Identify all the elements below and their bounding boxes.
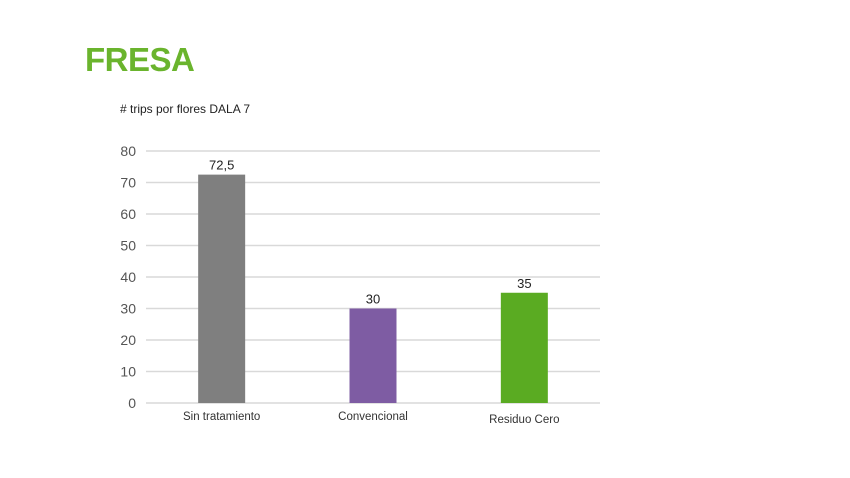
bar (500, 292, 548, 403)
bar (198, 174, 246, 403)
y-tick-label: 10 (120, 364, 136, 380)
x-tick-label: Sin tratamiento (183, 411, 260, 423)
chart-title: # trips por flores DALA 7 (120, 102, 251, 116)
data-label: 72,5 (209, 158, 234, 173)
data-label: 35 (517, 276, 531, 291)
y-tick-label: 0 (128, 395, 136, 411)
y-tick-label: 80 (120, 143, 136, 159)
x-tick-label: Convencional (338, 411, 408, 423)
bar (349, 308, 397, 403)
y-tick-label: 20 (120, 332, 136, 348)
slide-title: FRESA (85, 41, 195, 78)
data-label: 30 (366, 292, 380, 307)
y-tick-label: 60 (120, 206, 136, 222)
y-tick-label: 30 (120, 301, 136, 317)
y-tick-label: 50 (120, 238, 136, 254)
y-tick-label: 70 (120, 175, 136, 191)
y-tick-label: 40 (120, 269, 136, 285)
x-tick-label: Residuo Cero (489, 414, 559, 426)
